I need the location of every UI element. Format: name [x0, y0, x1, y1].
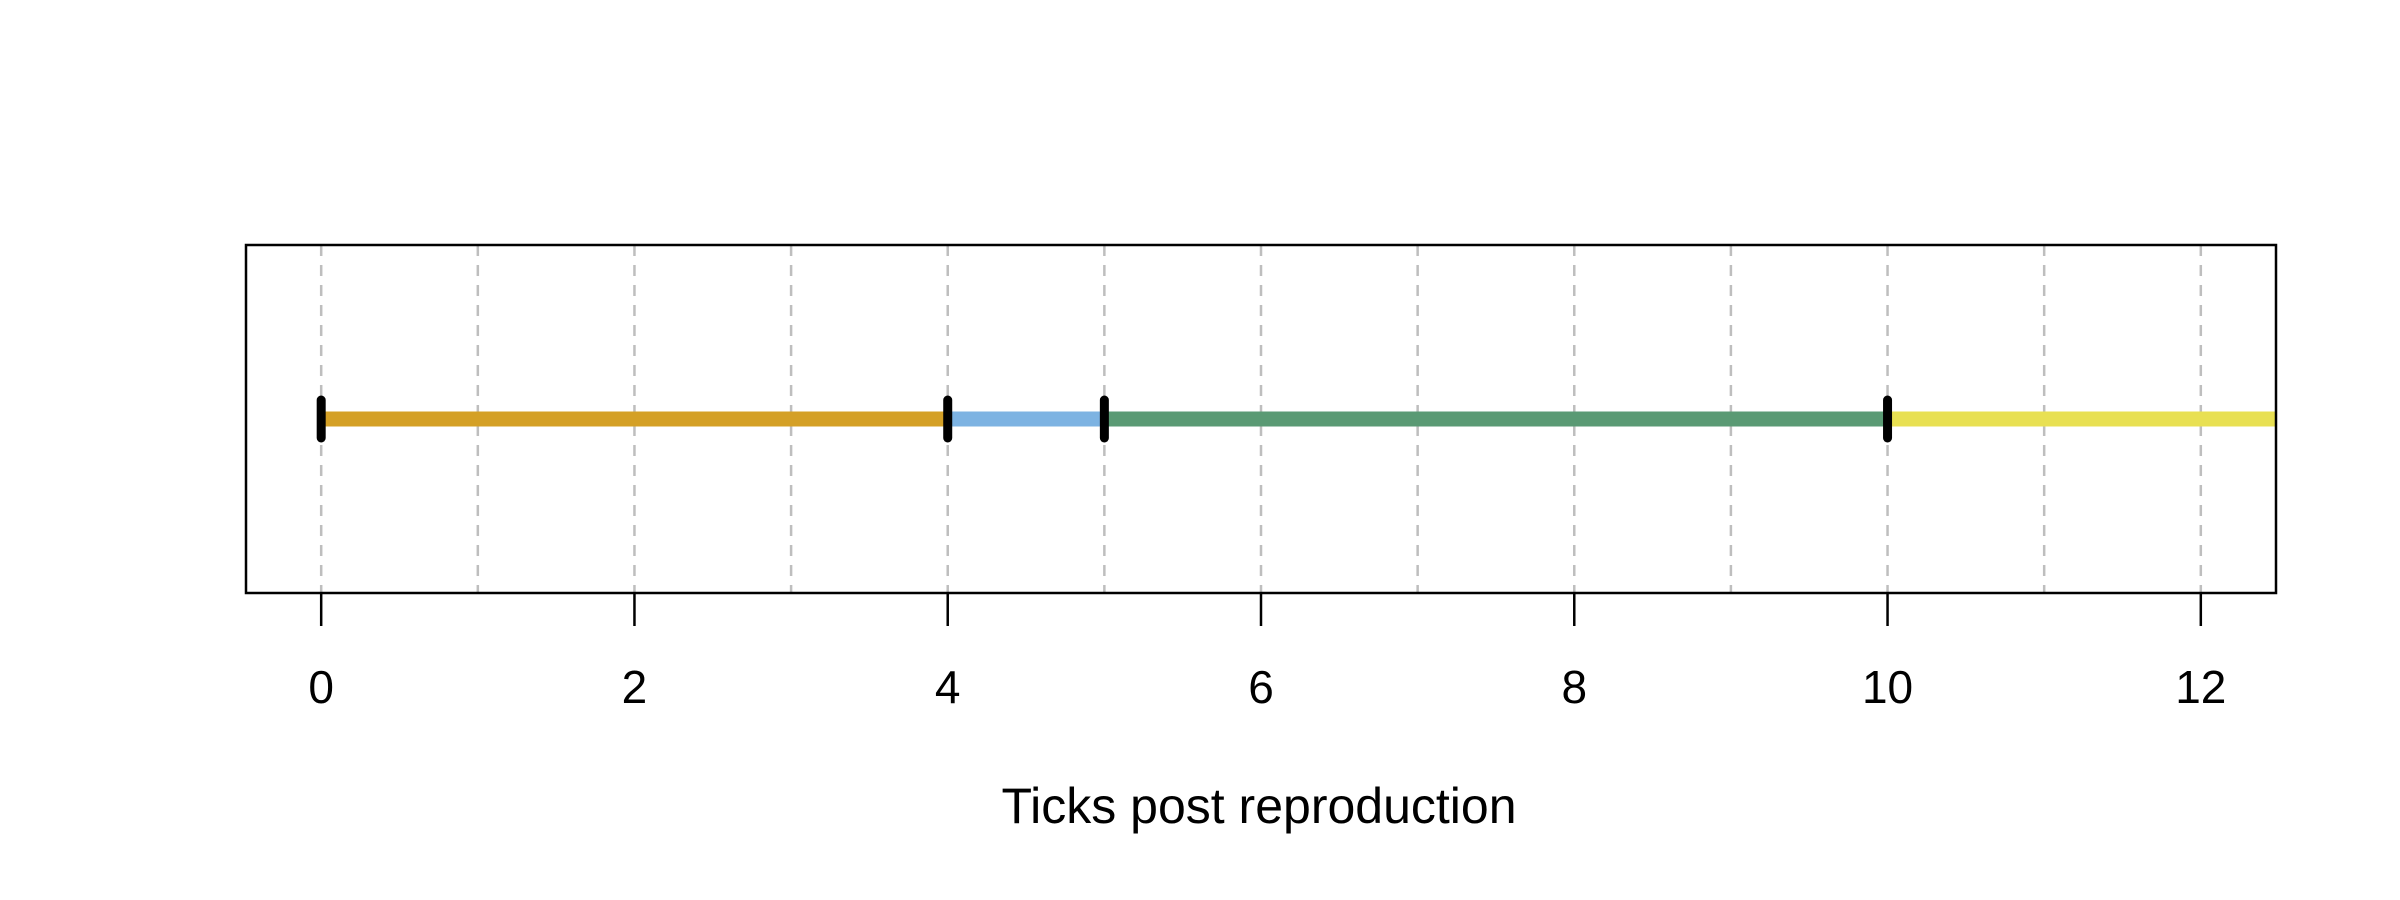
x-tick-label: 2: [622, 661, 648, 713]
timeline-markers: [316, 395, 1893, 443]
x-tick-label: 8: [1561, 661, 1587, 713]
x-tick-label: 6: [1248, 661, 1274, 713]
x-axis: 0 2 4 6 8 10 12: [308, 593, 2226, 713]
gridlines: [319, 245, 2203, 593]
x-tick-label: 4: [935, 661, 961, 713]
x-tick-label: 0: [308, 661, 334, 713]
x-axis-label: Ticks post reproduction: [1001, 778, 1516, 834]
x-tick-label: 12: [2175, 661, 2226, 713]
x-tick-label: 10: [1862, 661, 1913, 713]
